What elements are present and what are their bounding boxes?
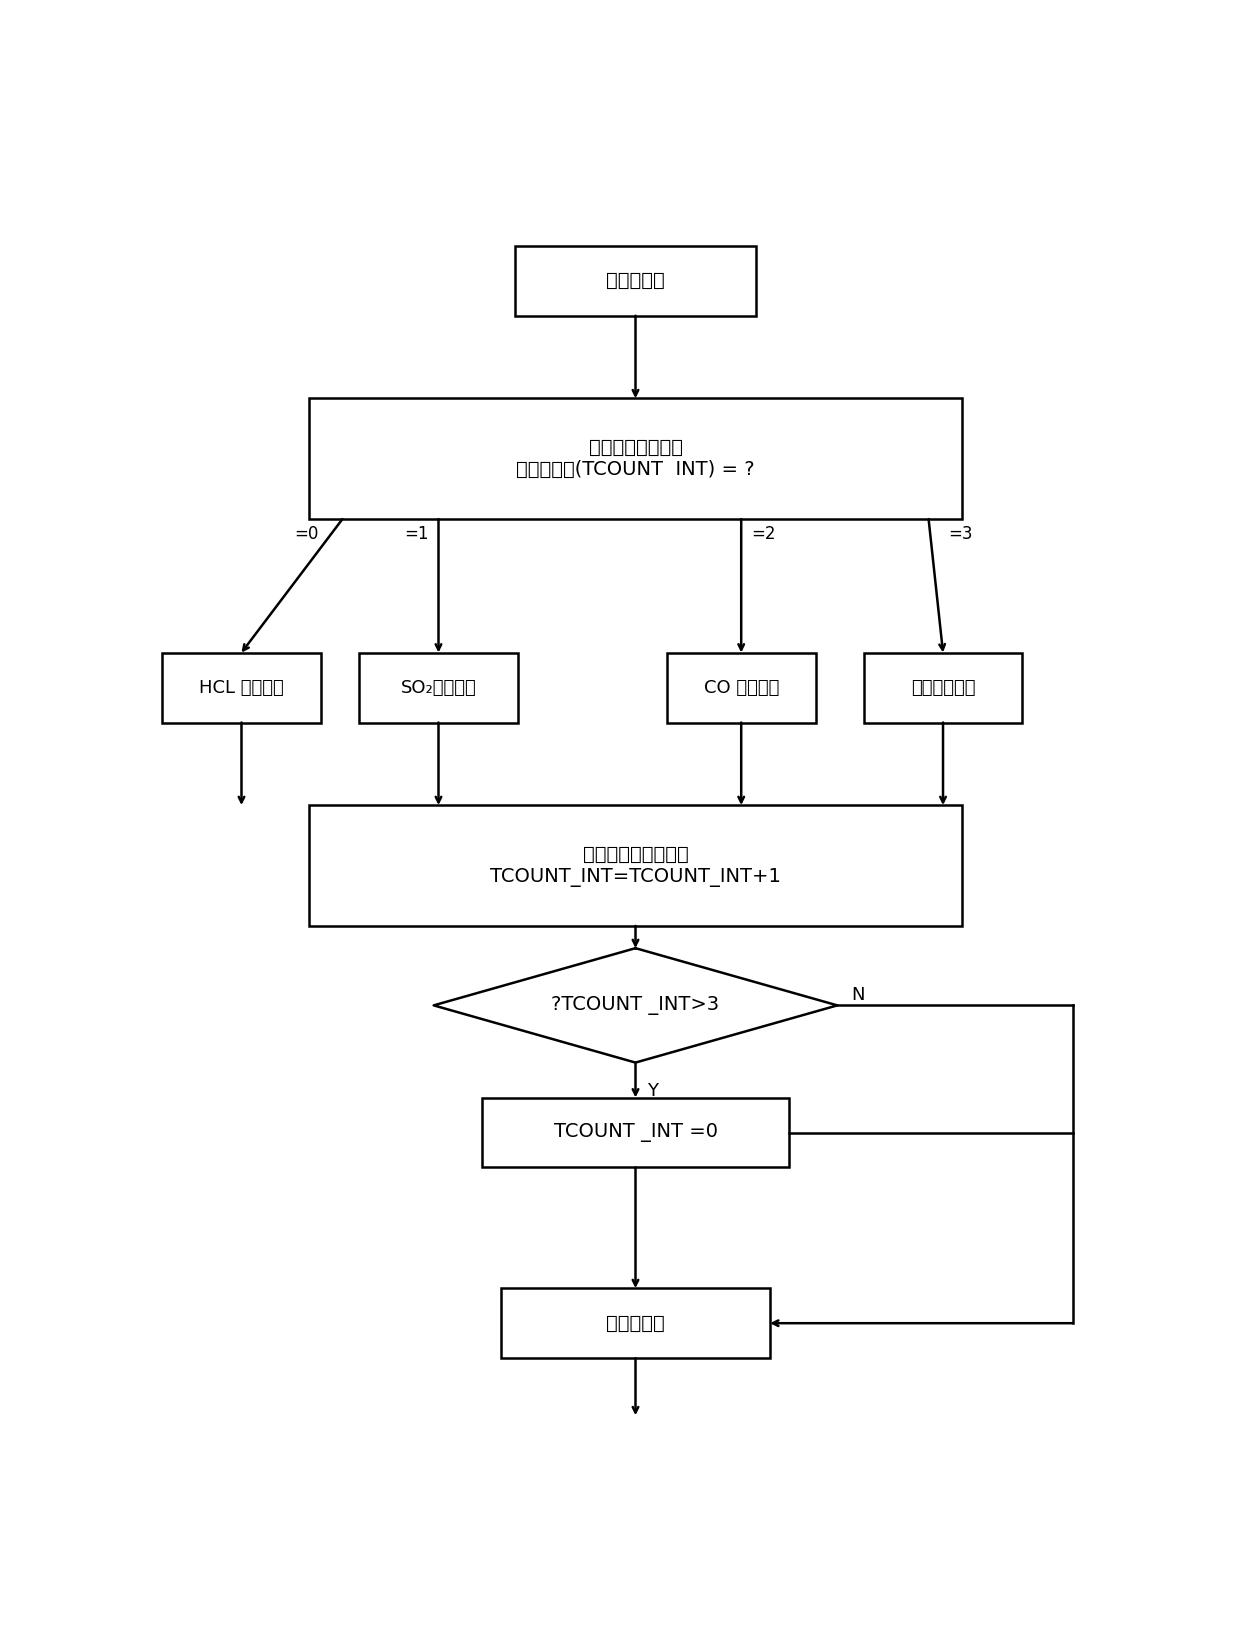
Text: SO₂气体采样: SO₂气体采样 bbox=[401, 679, 476, 697]
Text: HCL 气体采样: HCL 气体采样 bbox=[200, 679, 284, 697]
Bar bbox=[501, 1288, 770, 1359]
Bar bbox=[309, 806, 962, 926]
Bar bbox=[309, 398, 962, 518]
Text: N: N bbox=[852, 986, 866, 1004]
Text: =3: =3 bbox=[947, 525, 972, 543]
Text: 臭氧气体采样: 臭氧气体采样 bbox=[910, 679, 976, 697]
Text: Y: Y bbox=[647, 1081, 658, 1100]
Bar bbox=[864, 652, 1022, 723]
Text: 出堆栈保护: 出堆栈保护 bbox=[606, 1314, 665, 1332]
Bar bbox=[360, 652, 518, 723]
Bar bbox=[667, 652, 816, 723]
Text: TCOUNT _INT =0: TCOUNT _INT =0 bbox=[553, 1123, 718, 1142]
Text: =1: =1 bbox=[404, 525, 429, 543]
Bar bbox=[162, 652, 321, 723]
Text: ?TCOUNT _INT>3: ?TCOUNT _INT>3 bbox=[552, 996, 719, 1015]
Text: CO 气体采样: CO 气体采样 bbox=[703, 679, 779, 697]
Text: 程序控制分支计数器
TCOUNT_INT=TCOUNT_INT+1: 程序控制分支计数器 TCOUNT_INT=TCOUNT_INT+1 bbox=[490, 845, 781, 887]
Bar bbox=[516, 246, 755, 315]
Text: 中断程序分支控制
分支计数器(TCOUNT  INT) = ?: 中断程序分支控制 分支计数器(TCOUNT INT) = ? bbox=[516, 438, 755, 479]
Text: 进堆栈保护: 进堆栈保护 bbox=[606, 271, 665, 291]
Text: =0: =0 bbox=[294, 525, 319, 543]
Text: =2: =2 bbox=[751, 525, 775, 543]
Bar bbox=[481, 1098, 789, 1167]
